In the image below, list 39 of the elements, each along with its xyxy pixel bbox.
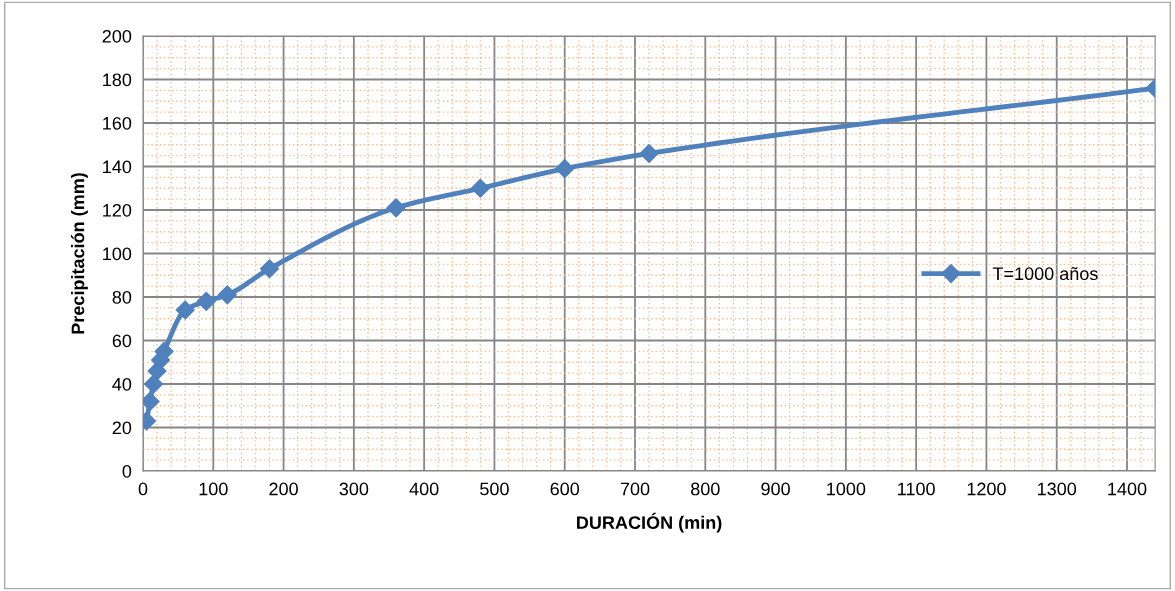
x-tick-label: 900 [761,482,790,496]
point [217,285,237,305]
y-tick-label: 160 [103,116,132,130]
legend-label: T=1000 años [992,266,1098,281]
y-tick-label: 60 [112,334,132,348]
x-tick-label: 0 [138,482,148,496]
x-tick-label: 300 [339,482,369,496]
x-tick-label: 500 [480,482,509,496]
point [386,198,406,218]
x-tick-label: 1400 [1108,482,1147,496]
y-tick-label: 120 [103,203,132,217]
x-tick-label: 700 [620,482,650,496]
y-axis-title: Precipitación (mm) [70,173,88,334]
x-tick-label: 400 [409,482,439,496]
x-axis-title: DURACIÓN (min) [577,512,722,533]
y-tick-label: 0 [122,464,132,478]
y-tick-label: 80 [112,290,132,304]
point [639,143,659,163]
y-tick-label: 100 [103,247,132,261]
point [196,291,216,311]
x-tick-label: 1300 [1038,482,1077,496]
x-tick-label: 600 [550,482,580,496]
x-tick-label: 1200 [967,482,1006,496]
point [175,300,195,320]
x-tick-label: 1100 [898,482,935,496]
point [154,341,174,361]
point [470,178,490,198]
y-tick-label: 180 [103,73,132,87]
x-tick-label: 200 [269,482,298,496]
x-tick-label: 800 [691,482,720,496]
y-tick-label: 200 [102,29,132,43]
y-tick-label: 20 [112,421,132,435]
y-tick-label: 40 [112,377,132,391]
point [555,159,575,179]
x-tick-label: 100 [199,482,228,496]
x-tick-label: 1000 [827,482,866,496]
point [259,259,280,279]
y-tick-label: 140 [103,160,132,174]
point [144,374,164,394]
